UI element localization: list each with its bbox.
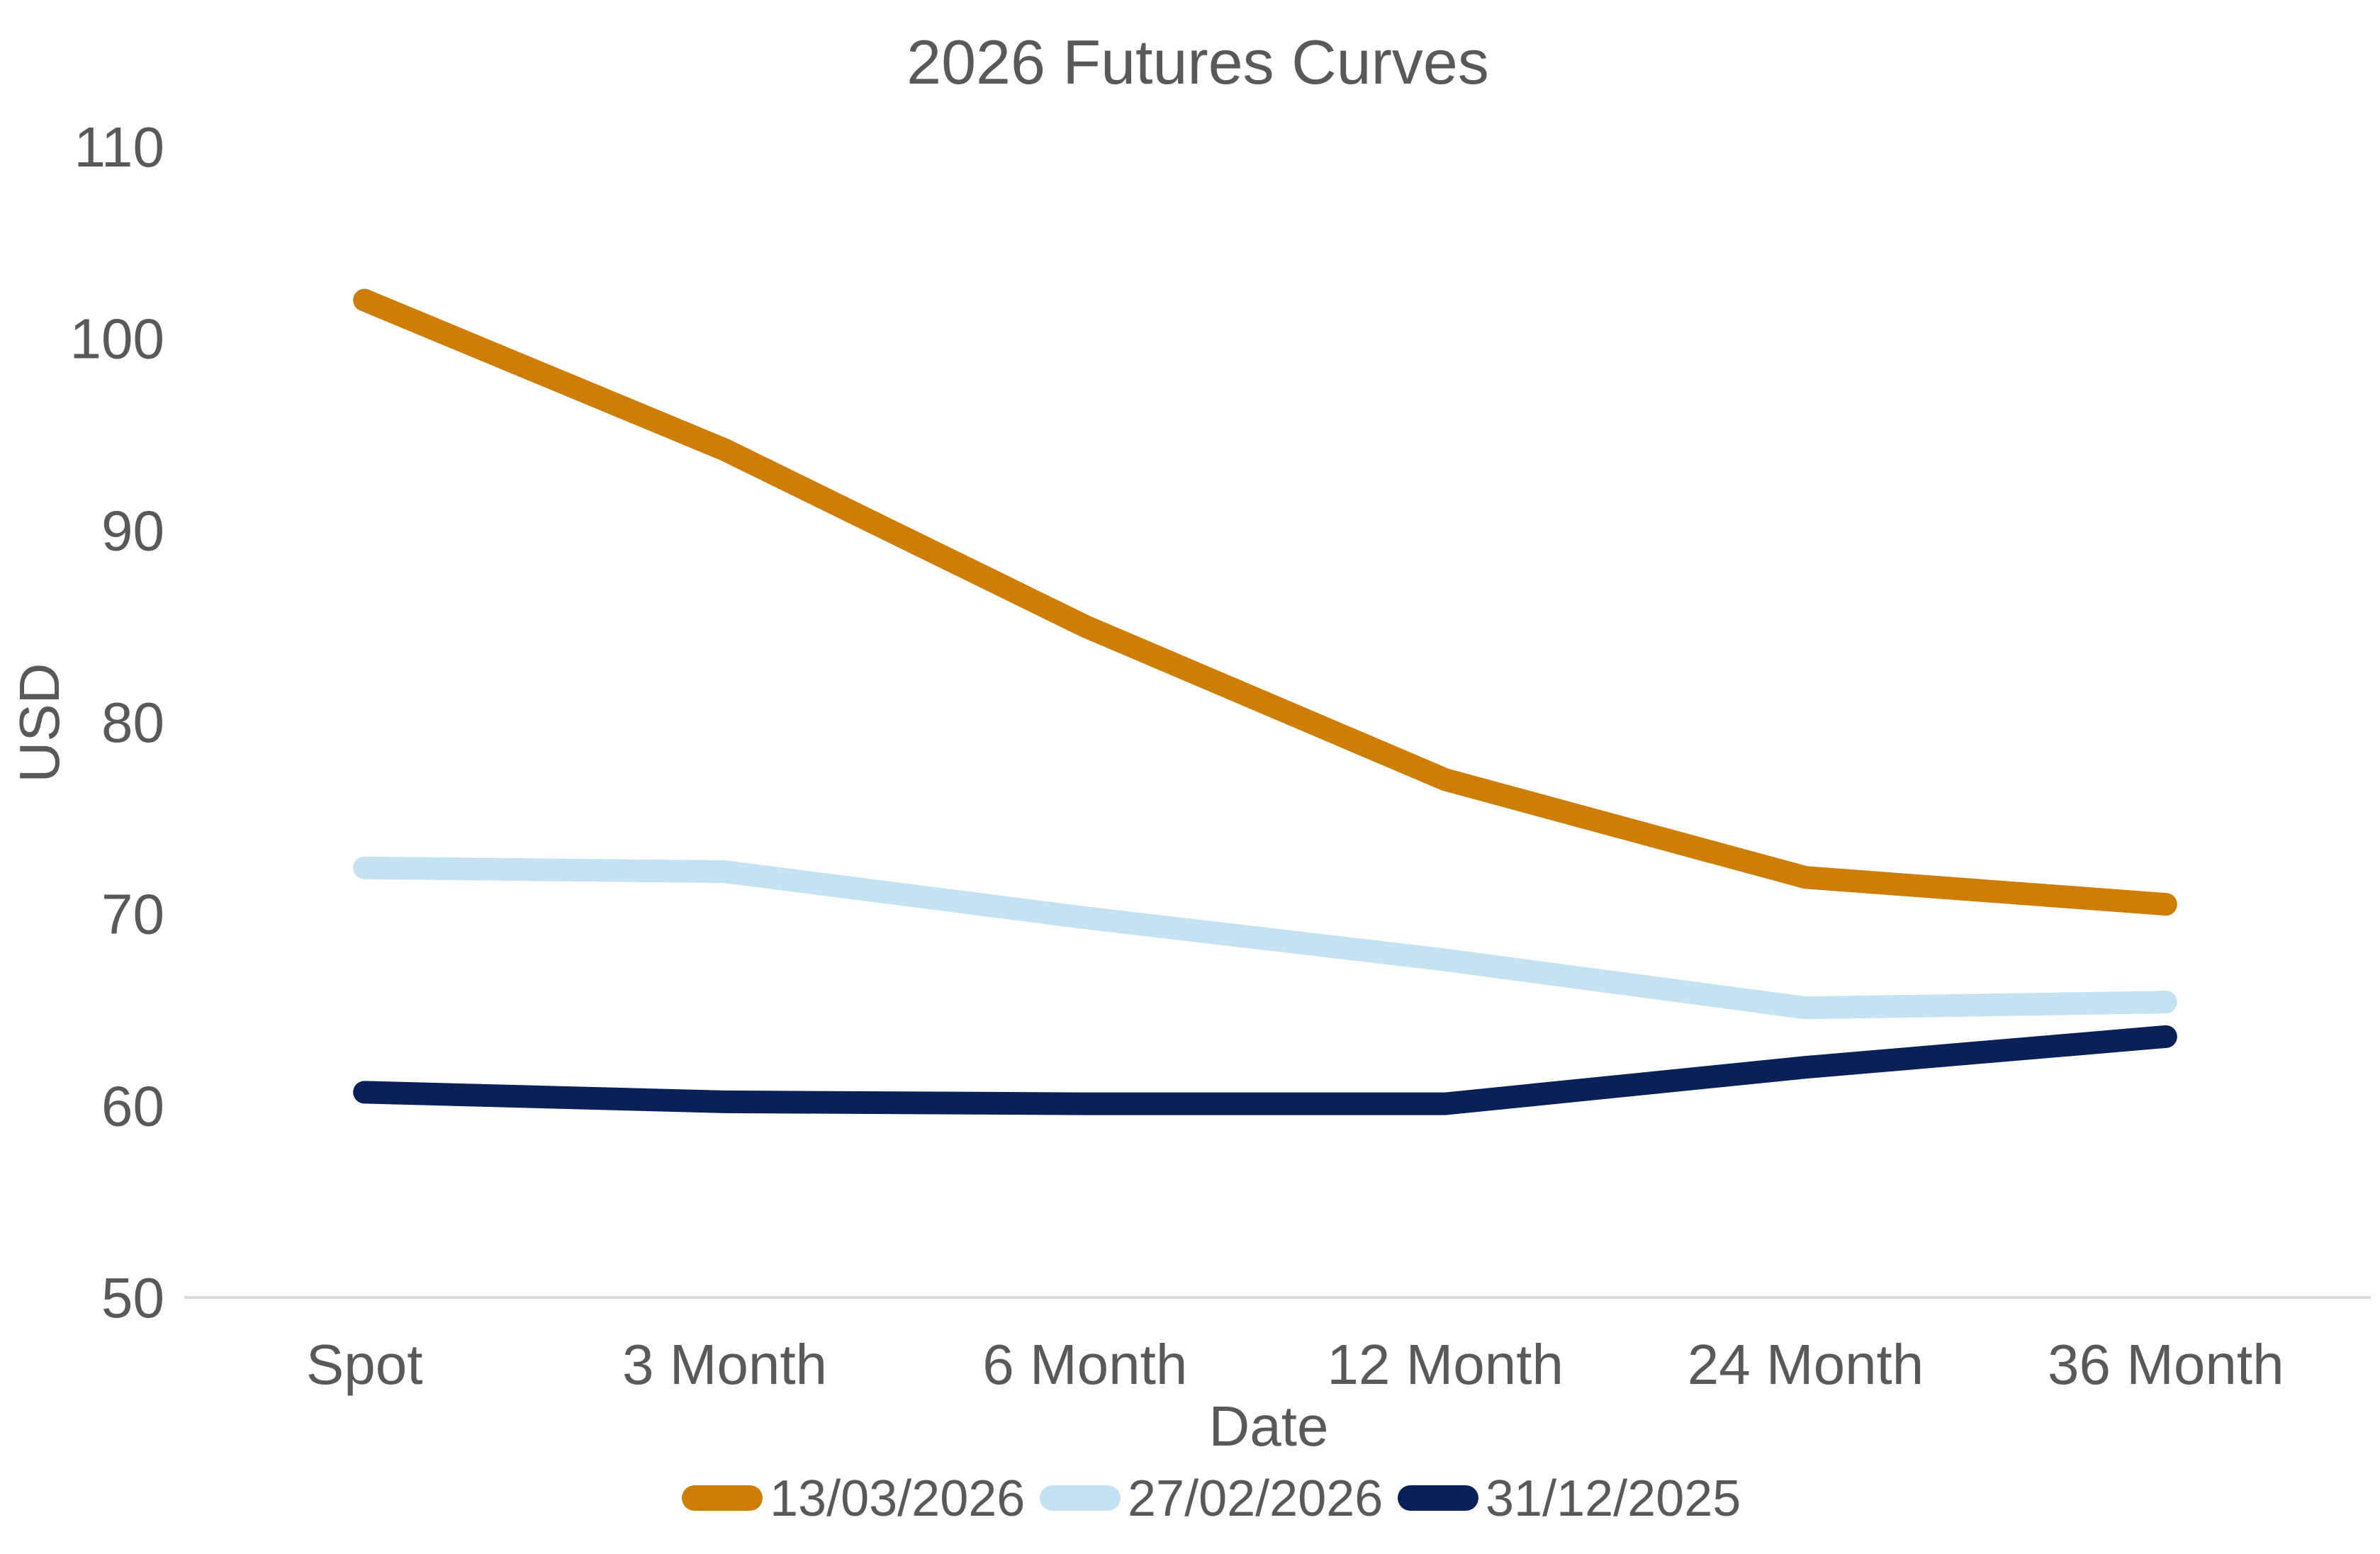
y-tick-label: 80 [101,691,164,754]
series-lines [353,288,2177,1115]
series-line-31-12-2025 [353,1025,2177,1115]
y-tick-label: 110 [74,116,164,179]
y-tick-label: 100 [70,308,164,371]
x-tick-label: 24 Month [1688,1333,1924,1396]
series-line-13-03-2026 [353,288,2177,916]
x-tick-label: 3 Month [622,1333,827,1396]
x-tick-label: 36 Month [2048,1333,2284,1396]
legend: 13/03/2026 27/02/2026 31/12/2025 [682,1470,1741,1527]
legend-label: 13/03/2026 [770,1470,1025,1527]
y-tick-label: 60 [101,1074,164,1137]
series-line-27-02-2026 [353,856,2177,1020]
chart-title: 2026 Futures Curves [906,27,1489,97]
y-tick-label: 50 [101,1266,164,1329]
x-axis-tick-labels: Spot 3 Month 6 Month 12 Month 24 Month 36 Mon… [306,1333,2284,1396]
legend-label: 27/02/2026 [1128,1470,1383,1527]
y-tick-label: 70 [101,883,164,946]
x-tick-label: 12 Month [1327,1333,1564,1396]
x-tick-label: 6 Month [982,1333,1187,1396]
y-axis-title: USD [8,663,71,783]
y-axis-tick-labels: 110 100 90 80 70 60 50 [70,116,164,1329]
legend-label: 31/12/2025 [1486,1470,1741,1527]
y-tick-label: 90 [101,499,164,562]
x-axis-title: Date [1209,1395,1329,1458]
x-tick-label: Spot [306,1333,423,1396]
